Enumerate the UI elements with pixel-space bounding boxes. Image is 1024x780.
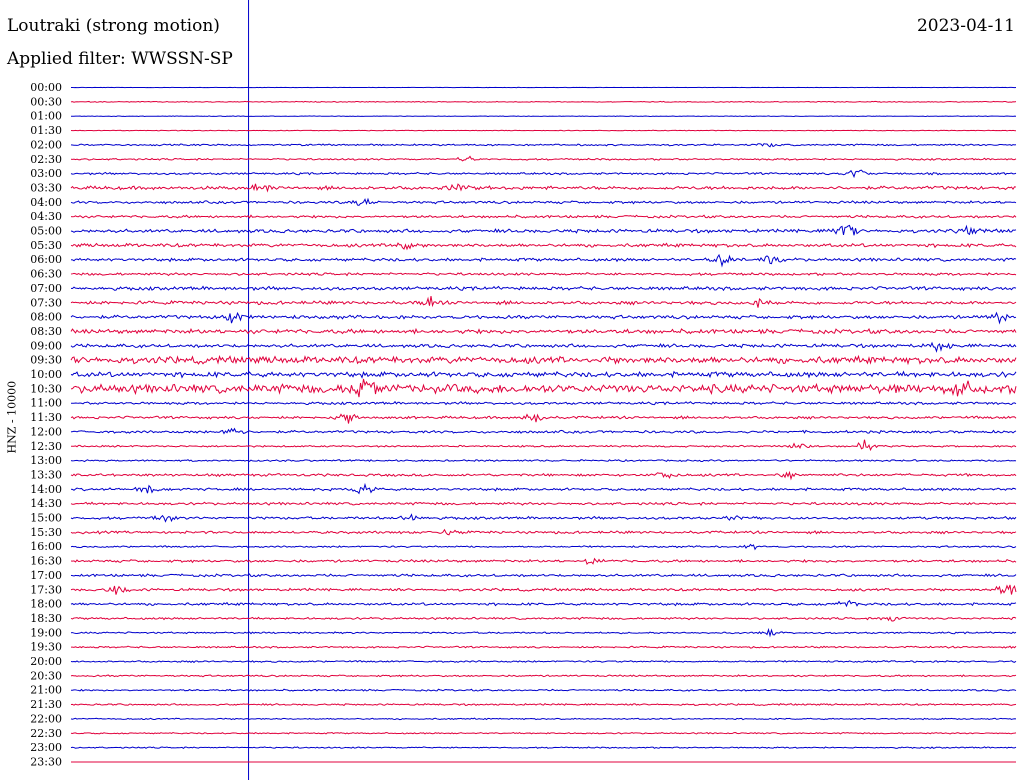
trace-1100	[70, 400, 1017, 406]
trace-1630	[70, 557, 1017, 566]
trace-2030	[70, 674, 1017, 678]
row-time-label: 19:00	[30, 626, 62, 639]
row-time-label: 06:30	[30, 268, 62, 281]
row-time-label: 22:30	[30, 727, 62, 740]
row-time-label: 17:00	[30, 569, 62, 582]
trace-0330	[70, 183, 1017, 193]
row-time-label: 01:30	[30, 124, 62, 137]
row-time-label: 14:00	[30, 483, 62, 496]
row-time-label: 15:30	[30, 526, 62, 539]
trace-0430	[70, 214, 1017, 219]
row-time-label: 20:30	[30, 669, 62, 682]
row-time-label: 13:30	[30, 468, 62, 481]
trace-0400	[70, 197, 1017, 206]
trace-1800	[70, 599, 1017, 608]
trace-2130	[70, 702, 1017, 707]
trace-0230	[70, 155, 1017, 162]
trace-1700	[70, 573, 1017, 578]
trace-0730	[70, 295, 1017, 308]
trace-0500	[70, 224, 1017, 236]
row-time-label: 01:00	[30, 110, 62, 123]
row-time-label: 23:00	[30, 741, 62, 754]
row-time-label: 21:00	[30, 684, 62, 697]
trace-1200	[70, 427, 1017, 435]
row-time-label: 16:30	[30, 555, 62, 568]
row-time-label: 02:00	[30, 138, 62, 151]
trace-1300	[70, 458, 1017, 463]
row-time-label: 09:30	[30, 354, 62, 367]
trace-1500	[70, 513, 1017, 523]
trace-1730	[70, 584, 1017, 595]
trace-2200	[70, 717, 1017, 721]
row-time-label: 18:30	[30, 612, 62, 625]
row-time-label: 22:00	[30, 712, 62, 725]
row-time-label: 20:00	[30, 655, 62, 668]
date-label: 2023-04-11	[916, 16, 1015, 36]
row-time-label: 00:30	[30, 95, 62, 108]
row-time-label: 12:30	[30, 440, 62, 453]
trace-0100	[70, 115, 1017, 117]
row-time-label: 04:30	[30, 210, 62, 223]
trace-0130	[70, 129, 1017, 132]
trace-2000	[70, 659, 1017, 664]
row-time-label: 13:00	[30, 454, 62, 467]
trace-1330	[70, 470, 1017, 481]
trace-1430	[70, 501, 1017, 506]
row-time-label: 05:30	[30, 239, 62, 252]
trace-0530	[70, 242, 1017, 251]
trace-0800	[70, 311, 1017, 325]
row-time-label: 17:30	[30, 583, 62, 596]
row-time-label: 23:30	[30, 755, 62, 768]
row-time-label: 15:00	[30, 512, 62, 525]
trace-0030	[70, 100, 1017, 103]
trace-1030	[70, 378, 1017, 398]
row-time-label: 08:30	[30, 325, 62, 338]
station-title: Loutraki (strong motion)	[7, 16, 220, 36]
row-time-label: 19:30	[30, 641, 62, 654]
row-time-label: 05:00	[30, 225, 62, 238]
row-time-label: 03:30	[30, 181, 62, 194]
row-time-label: 21:30	[30, 698, 62, 711]
trace-1930	[70, 645, 1017, 649]
trace-1600	[70, 543, 1017, 551]
trace-2100	[70, 688, 1017, 692]
row-time-label: 08:00	[30, 311, 62, 324]
trace-0930	[70, 354, 1017, 366]
trace-0600	[70, 253, 1017, 268]
row-time-label: 18:00	[30, 598, 62, 611]
trace-1830	[70, 616, 1017, 622]
trace-1230	[70, 439, 1017, 452]
trace-1900	[70, 627, 1017, 638]
row-time-label: 10:00	[30, 368, 62, 381]
row-time-label: 06:00	[30, 253, 62, 266]
row-time-label: 14:30	[30, 497, 62, 510]
trace-0830	[70, 327, 1017, 335]
trace-2300	[70, 746, 1017, 749]
row-time-label: 11:30	[30, 411, 62, 424]
trace-0900	[70, 341, 1017, 353]
trace-0300	[70, 169, 1017, 179]
row-time-label: 00:00	[30, 81, 62, 94]
trace-0200	[70, 142, 1017, 148]
row-time-label: 16:00	[30, 540, 62, 553]
trace-2230	[70, 731, 1017, 735]
row-time-label: 09:00	[30, 339, 62, 352]
row-time-label: 02:30	[30, 153, 62, 166]
trace-1400	[70, 482, 1017, 495]
row-time-label: 04:00	[30, 196, 62, 209]
trace-0700	[70, 285, 1017, 292]
trace-1000	[70, 370, 1017, 379]
trace-0630	[70, 272, 1017, 277]
row-time-label: 07:30	[30, 296, 62, 309]
trace-1530	[70, 528, 1017, 536]
trace-1130	[70, 413, 1017, 424]
row-time-label: 07:00	[30, 282, 62, 295]
row-time-label: 11:00	[30, 397, 62, 410]
row-time-label: 03:00	[30, 167, 62, 180]
row-time-label: 10:30	[30, 382, 62, 395]
filter-label: Applied filter: WWSSN-SP	[7, 49, 233, 69]
row-time-label: 12:00	[30, 425, 62, 438]
